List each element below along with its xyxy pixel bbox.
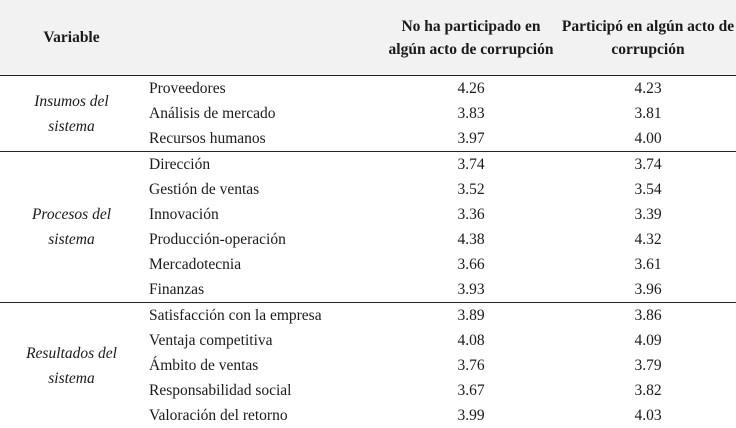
value-corruption: 3.61 [560,252,736,277]
value-no-corruption: 4.38 [382,227,560,252]
value-corruption: 3.79 [560,353,736,378]
value-corruption: 3.96 [560,277,736,303]
value-corruption: 3.74 [560,152,736,178]
value-no-corruption: 3.66 [382,252,560,277]
variable-name: Recursos humanos [143,126,382,152]
value-no-corruption: 3.36 [382,202,560,227]
value-corruption: 4.32 [560,227,736,252]
header-blank [143,0,382,76]
table-row: Insumos del sistema Proveedores 4.26 4.2… [0,76,736,102]
value-corruption: 4.00 [560,126,736,152]
header-no-corruption: No ha participado en algún acto de corru… [382,0,560,76]
table-body: Insumos del sistema Proveedores 4.26 4.2… [0,76,736,428]
value-no-corruption: 3.83 [382,101,560,126]
group-label-procesos: Procesos del sistema [0,152,143,303]
group-label-insumos: Insumos del sistema [0,76,143,152]
value-corruption: 3.81 [560,101,736,126]
variable-name: Ámbito de ventas [143,353,382,378]
value-no-corruption: 4.08 [382,328,560,353]
variable-name: Gestión de ventas [143,177,382,202]
value-no-corruption: 3.97 [382,126,560,152]
value-no-corruption: 3.67 [382,378,560,403]
value-corruption: 3.86 [560,303,736,329]
value-no-corruption: 3.74 [382,152,560,178]
header-corruption: Participó en algún acto de corrupción [560,0,736,76]
variable-name: Mercadotecnia [143,252,382,277]
variable-name: Finanzas [143,277,382,303]
table-row: Resultados del sistema Satisfacción con … [0,303,736,329]
value-no-corruption: 3.89 [382,303,560,329]
variable-name: Dirección [143,152,382,178]
variable-name: Ventaja competitiva [143,328,382,353]
value-corruption: 3.39 [560,202,736,227]
variable-name: Análisis de mercado [143,101,382,126]
variable-name: Satisfacción con la empresa [143,303,382,329]
value-corruption: 4.09 [560,328,736,353]
value-corruption: 4.03 [560,403,736,428]
variable-name: Responsabilidad social [143,378,382,403]
variable-name: Proveedores [143,76,382,102]
variable-name: Valoración del retorno [143,403,382,428]
header-row: Variable No ha participado en algún acto… [0,0,736,76]
value-no-corruption: 4.26 [382,76,560,102]
value-no-corruption: 3.99 [382,403,560,428]
value-no-corruption: 3.52 [382,177,560,202]
group-label-resultados: Resultados del sistema [0,303,143,428]
value-corruption: 4.23 [560,76,736,102]
value-corruption: 3.82 [560,378,736,403]
table-row: Procesos del sistema Dirección 3.74 3.74 [0,152,736,178]
value-no-corruption: 3.93 [382,277,560,303]
variable-name: Innovación [143,202,382,227]
variable-name: Producción-operación [143,227,382,252]
header-variable: Variable [0,0,143,76]
value-corruption: 3.54 [560,177,736,202]
value-no-corruption: 3.76 [382,353,560,378]
